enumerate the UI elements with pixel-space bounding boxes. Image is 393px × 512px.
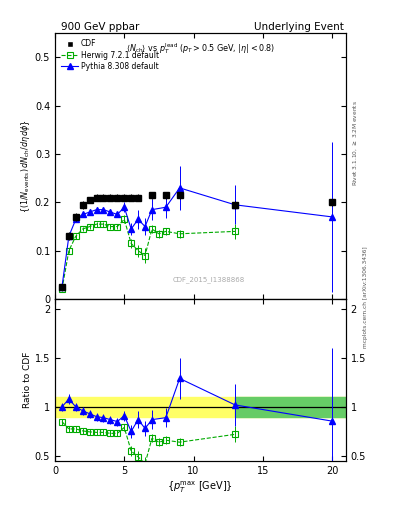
Y-axis label: Ratio to CDF: Ratio to CDF	[23, 352, 32, 408]
Text: $\langle N_{\rm ch}\rangle$ vs $p_T^{\rm lead}$ $(p_T > 0.5$ GeV, $|\eta| < 0.8): $\langle N_{\rm ch}\rangle$ vs $p_T^{\rm…	[126, 41, 275, 56]
Y-axis label: $\{(1/N_{\rm events})\, dN_{\rm ch}/d\eta\, d\phi\}$: $\{(1/N_{\rm events})\, dN_{\rm ch}/d\et…	[19, 119, 32, 213]
Text: 900 GeV ppbar: 900 GeV ppbar	[61, 22, 139, 32]
Text: mcplots.cern.ch [arXiv:1306.3436]: mcplots.cern.ch [arXiv:1306.3436]	[363, 246, 368, 348]
Text: Rivet 3.1.10, $\geq$ 3.2M events: Rivet 3.1.10, $\geq$ 3.2M events	[352, 100, 360, 186]
Text: Underlying Event: Underlying Event	[254, 22, 344, 32]
Bar	[55, 397, 346, 417]
Text: CDF_2015_I1388868: CDF_2015_I1388868	[173, 276, 245, 283]
Legend: CDF, Herwig 7.2.1 default, Pythia 8.308 default: CDF, Herwig 7.2.1 default, Pythia 8.308 …	[59, 37, 162, 73]
Bar	[235, 397, 346, 417]
X-axis label: $\{p_T^{\rm max}$ [GeV]$\}$: $\{p_T^{\rm max}$ [GeV]$\}$	[167, 480, 233, 495]
